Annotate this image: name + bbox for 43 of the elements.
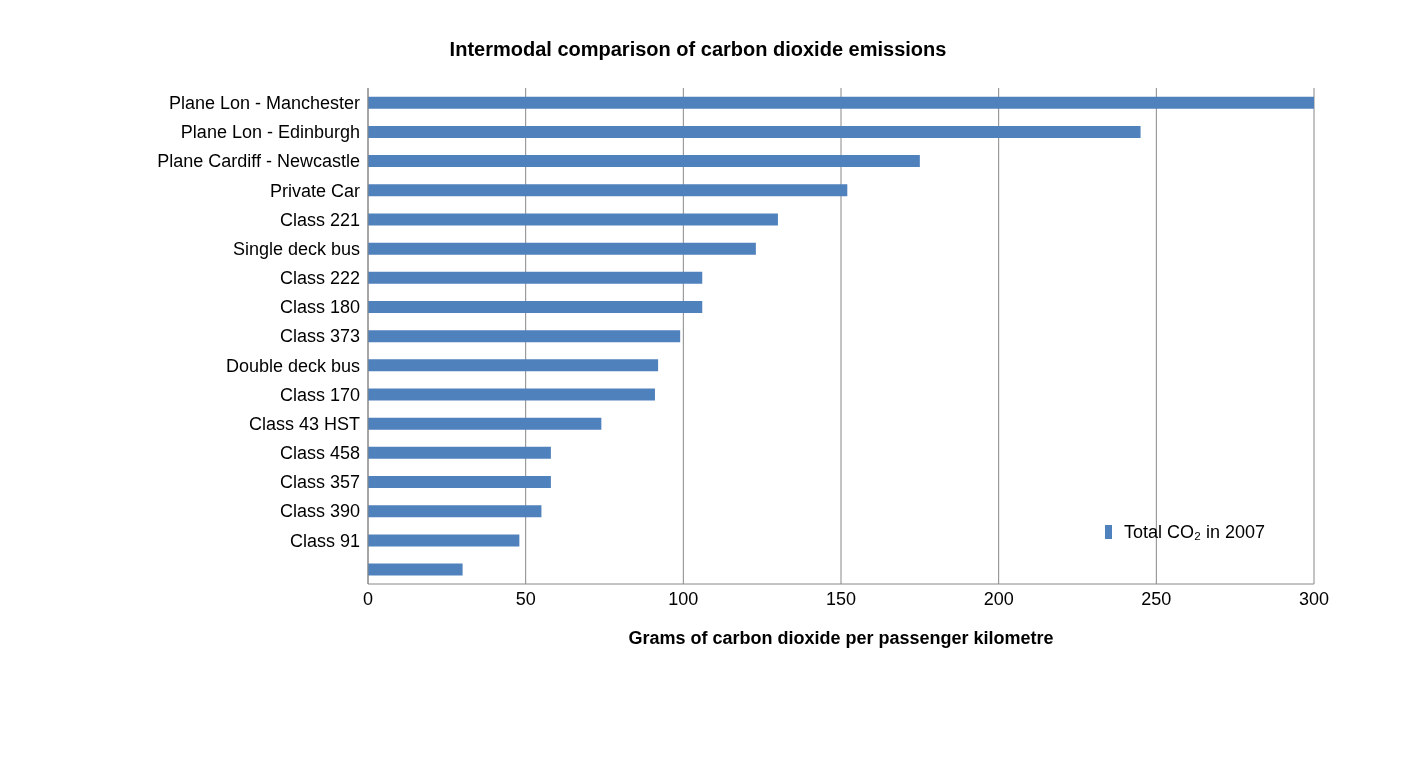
y-tick-label: Double deck bus [225, 355, 360, 376]
bar [368, 359, 659, 372]
x-tick-label: 100 [668, 588, 699, 609]
bar [368, 563, 463, 576]
x-tick-label: 50 [515, 588, 536, 609]
x-tick-label: 250 [1141, 588, 1172, 609]
y-tick-label: Class 373 [279, 326, 360, 347]
y-tick-label: Private Car [269, 180, 360, 201]
bar [368, 184, 848, 197]
bar [368, 505, 542, 518]
y-tick-label: Class 390 [279, 501, 360, 522]
x-tick-label: 200 [983, 588, 1014, 609]
bar [368, 96, 1314, 109]
x-tick-label: 0 [362, 588, 374, 609]
bar [368, 155, 920, 168]
bar [368, 300, 703, 313]
chart-title: Intermodal comparison of carbon dioxide emissions [448, 38, 948, 61]
y-tick-label: Class 222 [279, 268, 360, 289]
y-tick-label: Class 221 [279, 209, 360, 230]
bar [368, 446, 551, 459]
x-tick-label: 300 [1298, 588, 1330, 609]
x-axis-title: Grams of carbon dioxide per passenger kilometre [628, 628, 1054, 648]
y-tick-label: Single deck bus [232, 238, 360, 259]
y-tick-label: Class 170 [279, 384, 360, 405]
bar [368, 388, 655, 401]
bar [368, 534, 520, 547]
bar [368, 125, 1141, 138]
legend-label: Total CO₂ in 2007 [1124, 522, 1266, 542]
y-tick-label: Class 357 [279, 472, 360, 493]
y-tick-label: Class 43 HST [248, 413, 360, 434]
bar [368, 213, 778, 226]
bar [368, 271, 703, 284]
bar [368, 242, 756, 255]
y-tick-label: Plane Lon - Edinburgh [180, 122, 360, 143]
bar [368, 417, 602, 430]
y-tick-label: Plane Lon - Manchester [168, 92, 361, 113]
y-tick-label: Class 180 [279, 297, 360, 318]
y-tick-label: Plane Cardiff - Newcastle [157, 151, 360, 172]
bar [368, 476, 551, 489]
y-tick-label: Class 91 [289, 530, 360, 551]
y-tick-label: Class 458 [279, 443, 360, 464]
x-tick-label: 150 [825, 588, 857, 609]
bar [368, 330, 681, 343]
